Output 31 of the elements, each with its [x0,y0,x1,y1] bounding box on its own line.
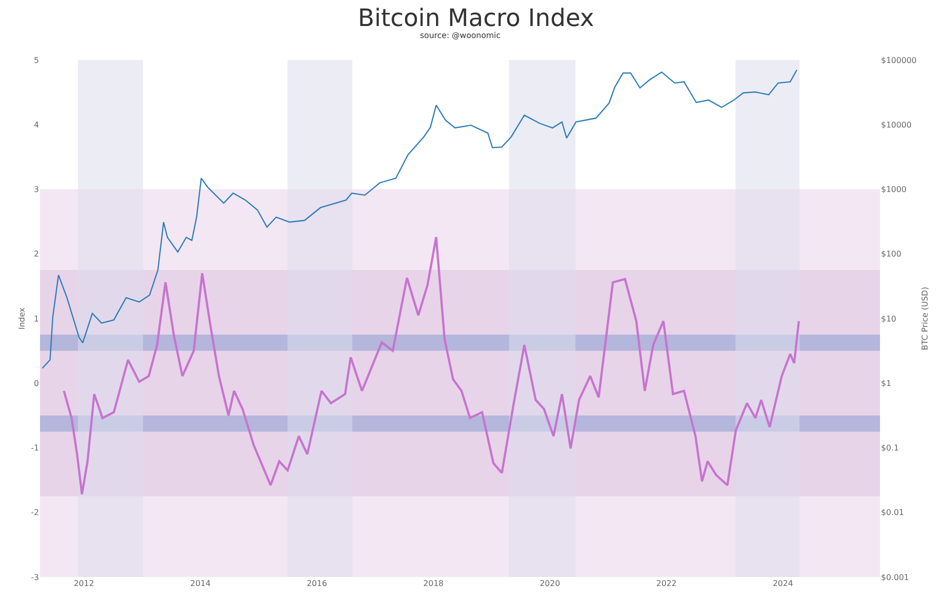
y-tick-label: 2 [34,250,39,259]
y2-tick-label: $0.001 [881,572,909,582]
y2-tick-label: $1000 [881,185,906,194]
y2-tick-label: $10000 [881,120,912,130]
x-tick-label: 2018 [423,579,444,588]
y-tick-label: 5 [34,56,39,65]
source-note: source: @woonomic [420,31,501,40]
y2-axis-title: BTC Price (USD) [920,286,930,350]
y-tick-label: 1 [34,314,39,324]
y-axis-title: Index [18,307,27,330]
y-tick-label: -3 [31,572,39,582]
x-tick-label: 2012 [74,579,94,588]
y2-tick-label: $0.1 [881,444,899,453]
y2-tick-label: $100 [881,250,902,259]
x-tick-label: 2014 [190,579,211,588]
y2-tick-label: $0.01 [881,508,904,518]
line-series [62,236,800,496]
y-tick-label: -2 [31,508,39,518]
y-tick-label: 3 [34,185,39,194]
y2-tick-label: $10 [881,314,896,324]
y2-tick-label: $100000 [881,56,917,65]
y-tick-label: -1 [31,444,39,453]
x-tick-label: 2016 [306,579,328,588]
chart-title: Bitcoin Macro Index [358,4,594,32]
y-tick-label: 4 [34,120,39,130]
y-tick-label: 0 [34,378,39,388]
line-series [42,69,798,369]
x-tick-label: 2024 [772,579,794,588]
y2-tick-label: $1 [881,378,892,388]
x-tick-label: 2022 [656,579,677,588]
x-tick-label: 2020 [540,579,560,588]
